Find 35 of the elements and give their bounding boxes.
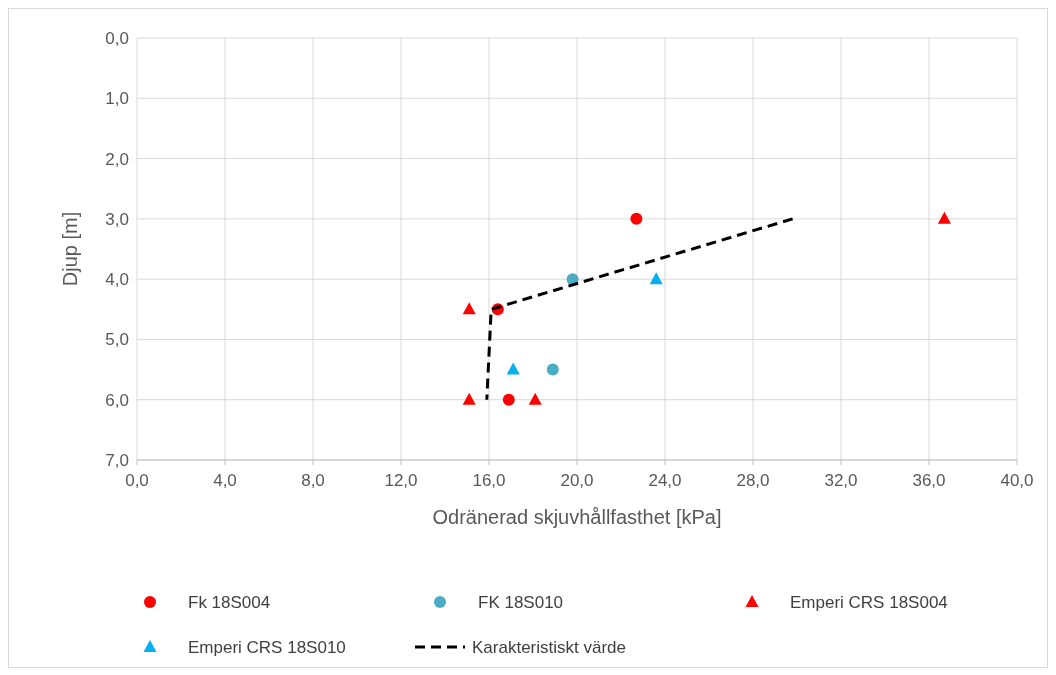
x-tick-label: 4,0 bbox=[213, 471, 237, 490]
y-tick-label: 7,0 bbox=[105, 451, 129, 470]
y-tick-label: 4,0 bbox=[105, 270, 129, 290]
point bbox=[937, 211, 951, 224]
point bbox=[649, 272, 663, 285]
x-tick-label: 40,0 bbox=[1000, 471, 1034, 490]
point bbox=[506, 362, 520, 375]
y-tick-label: 6,0 bbox=[105, 390, 129, 410]
legend-label: Fk 18S004 bbox=[188, 593, 271, 612]
x-tick-label: 12,0 bbox=[384, 471, 418, 490]
y-tick-label: 2,0 bbox=[105, 149, 129, 169]
x-tick-label: 16,0 bbox=[472, 471, 506, 490]
legend-label: Emperi CRS 18S004 bbox=[790, 593, 948, 612]
legend-label: Karakteristiskt värde bbox=[472, 638, 626, 657]
x-axis-title: Odränerad skjuvhållfasthet [kPa] bbox=[432, 506, 722, 528]
point bbox=[546, 363, 559, 376]
legend-label: Emperi CRS 18S010 bbox=[188, 638, 346, 657]
x-tick-label: 36,0 bbox=[912, 471, 946, 490]
point bbox=[502, 393, 515, 406]
x-tick-label: 28,0 bbox=[736, 471, 770, 490]
y-tick-label: 0,0 bbox=[105, 29, 129, 48]
x-tick-label: 0,0 bbox=[125, 471, 149, 490]
legend-label: FK 18S010 bbox=[478, 593, 564, 612]
y-tick-label: 5,0 bbox=[105, 330, 129, 350]
point bbox=[462, 392, 476, 405]
point bbox=[528, 392, 542, 405]
x-tick-label: 32,0 bbox=[824, 471, 858, 490]
point bbox=[630, 212, 643, 225]
x-tick-label: 8,0 bbox=[301, 471, 325, 490]
y-axis-title: Djup [m] bbox=[59, 211, 81, 287]
y-tick-label: 1,0 bbox=[105, 89, 129, 109]
y-tick-label: 3,0 bbox=[105, 209, 129, 229]
x-tick-label: 20,0 bbox=[560, 471, 594, 490]
x-tick-label: 24,0 bbox=[648, 471, 682, 490]
point bbox=[462, 302, 476, 315]
